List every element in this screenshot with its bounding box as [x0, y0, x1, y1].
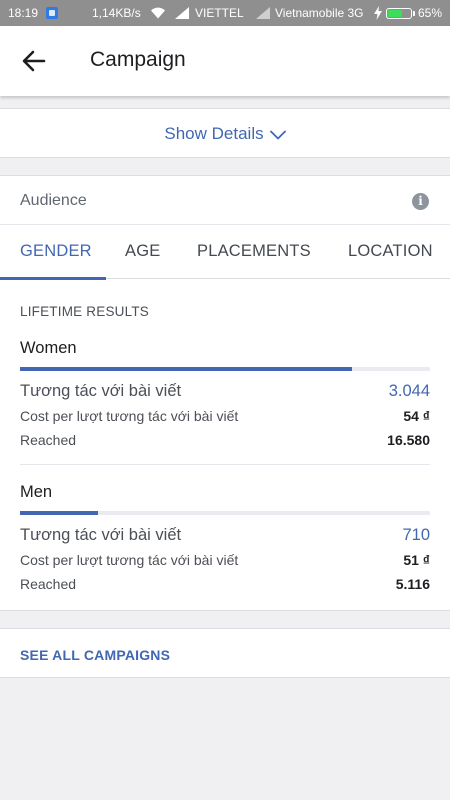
group-title: Women: [20, 339, 77, 357]
tab-age[interactable]: AGE: [125, 242, 161, 260]
see-all-campaigns-link[interactable]: SEE ALL CAMPAIGNS: [20, 647, 171, 663]
audience-card: Audience i GENDER AGE PLACEMENTS LOCATIO…: [0, 175, 450, 611]
engagement-label: Tương tác với bài viết: [20, 526, 182, 544]
active-tab-indicator: [0, 277, 106, 280]
charging-icon: [374, 6, 382, 20]
notification-icon: [46, 7, 58, 19]
signal-icon: [175, 7, 189, 19]
back-button[interactable]: [16, 43, 52, 79]
wifi-icon: [151, 7, 165, 19]
cost-label: Cost per lượt tương tác với bài viết: [20, 552, 239, 568]
engagement-value: 3.044: [388, 382, 430, 400]
engagement-value: 710: [402, 526, 430, 544]
arrow-left-icon: [22, 50, 46, 72]
info-icon[interactable]: i: [412, 193, 429, 210]
engagement-label: Tương tác với bài viết: [20, 382, 182, 400]
see-all-card: SEE ALL CAMPAIGNS: [0, 628, 450, 678]
group-title: Men: [20, 483, 53, 501]
chevron-down-icon: [269, 130, 286, 139]
share-bar-fill: [20, 367, 353, 371]
cost-value: 54 ₫: [403, 408, 430, 424]
carrier-2: Vietnamobile 3G: [275, 6, 364, 20]
show-details-label: Show Details: [164, 124, 264, 143]
share-bar: [20, 367, 430, 371]
network-speed: 1,14KB/s: [92, 6, 141, 20]
signal-icon-2: [256, 7, 270, 19]
reached-value: 5.116: [395, 576, 430, 592]
reached-value: 16.580: [387, 432, 430, 448]
divider: [0, 224, 450, 225]
details-card: Show Details: [0, 108, 450, 158]
status-time: 18:19: [8, 6, 39, 20]
show-details-button[interactable]: Show Details: [0, 124, 450, 144]
page-title: Campaign: [90, 48, 186, 71]
group-divider: [20, 464, 430, 465]
battery-percent: 65%: [418, 6, 443, 20]
tab-placements[interactable]: PLACEMENTS: [197, 242, 311, 260]
cost-label: Cost per lượt tương tác với bài viết: [20, 408, 239, 424]
app-bar: Campaign: [0, 26, 450, 96]
tab-gender[interactable]: GENDER: [20, 242, 92, 260]
reached-label: Reached: [20, 432, 77, 448]
reached-label: Reached: [20, 576, 77, 592]
audience-tabs: GENDER AGE PLACEMENTS LOCATION: [0, 225, 450, 280]
share-bar: [20, 511, 430, 515]
cost-value: 51 ₫: [403, 552, 430, 568]
share-bar-fill: [20, 511, 98, 515]
lifetime-results-label: LIFETIME RESULTS: [20, 304, 149, 319]
tab-location[interactable]: LOCATION: [348, 242, 433, 260]
carrier-1: VIETTEL: [195, 6, 244, 20]
status-bar: 18:19 1,14KB/s VIETTEL Vietnamobile 3G 6…: [0, 0, 450, 26]
battery-icon: [386, 8, 415, 19]
audience-title: Audience: [20, 192, 87, 209]
